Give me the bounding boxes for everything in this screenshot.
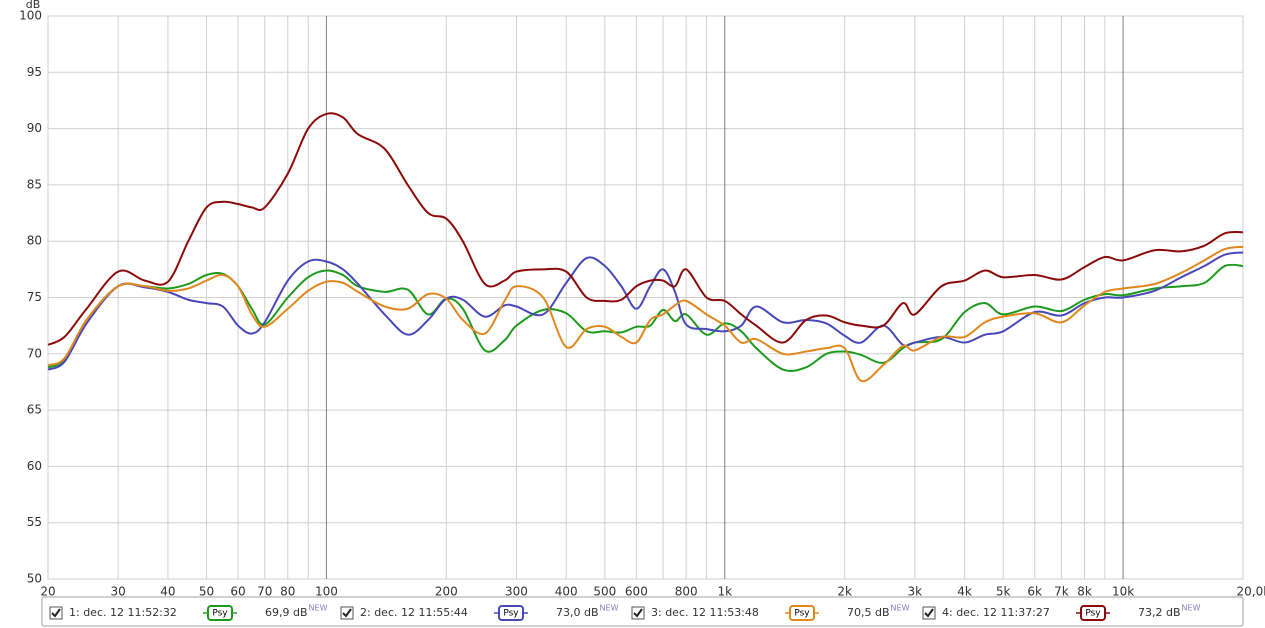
- legend-swatch: [789, 605, 815, 621]
- x-tick-label: 60: [230, 585, 245, 599]
- x-tick-label: 20: [40, 585, 55, 599]
- x-tick-label: 5k: [996, 585, 1011, 599]
- y-tick-label: 60: [27, 459, 42, 473]
- legend-swatch: [207, 605, 233, 621]
- legend-level: 70,5 dB: [847, 606, 890, 619]
- legend-note: NEW: [600, 604, 619, 613]
- legend-label: 1: dec. 12 11:52:32: [69, 606, 177, 619]
- legend-label: 4: dec. 12 11:37:27: [942, 606, 1050, 619]
- x-tick-label: 200: [435, 585, 458, 599]
- x-tick-label: 100: [315, 585, 338, 599]
- x-tick-label: 1k: [717, 585, 732, 599]
- legend-note: NEW: [309, 604, 328, 613]
- x-tick-label: 600: [625, 585, 648, 599]
- x-tick-label: 300: [505, 585, 528, 599]
- legend-item: 1: dec. 12 11:52:32 Psy 69,9 dB NEW: [49, 604, 328, 621]
- y-tick-label: 65: [27, 403, 42, 417]
- y-tick-label: 75: [27, 290, 42, 304]
- x-tick-label: 70: [257, 585, 272, 599]
- legend-label: 3: dec. 12 11:53:48: [651, 606, 759, 619]
- x-tick-label: 8k: [1077, 585, 1092, 599]
- x-tick-label: 6k: [1027, 585, 1042, 599]
- legend-level: 73,2 dB: [1138, 606, 1181, 619]
- legend-tag: Psy: [503, 609, 519, 619]
- check-mark: [924, 608, 934, 618]
- legend-level: 69,9 dB: [265, 606, 308, 619]
- x-tick-label: 40: [160, 585, 175, 599]
- legend-item: 2: dec. 12 11:55:44 Psy 73,0 dB NEW: [340, 604, 619, 621]
- series-line: [47, 251, 1244, 371]
- legend-swatch: [498, 605, 524, 621]
- x-tick-label: 20,0kHz: [1237, 585, 1265, 599]
- x-tick-label: 2k: [837, 585, 852, 599]
- x-tick-label: 800: [675, 585, 698, 599]
- x-tick-label: 7k: [1054, 585, 1069, 599]
- series-line: [47, 245, 1244, 383]
- legend-level: 73,0 dB: [556, 606, 599, 619]
- legend-item: 3: dec. 12 11:53:48 Psy 70,5 dB NEW: [631, 604, 910, 621]
- y-tick-label: 80: [27, 234, 42, 248]
- x-tick-label: 10k: [1112, 585, 1134, 599]
- legend-item: 4: dec. 12 11:37:27 Psy 73,2 dB NEW: [922, 604, 1201, 621]
- x-tick-label: 80: [280, 585, 295, 599]
- series-line: [47, 112, 1244, 346]
- y-tick-label: 70: [27, 346, 42, 360]
- x-tick-label: 3k: [908, 585, 923, 599]
- legend-swatch: [1080, 605, 1106, 621]
- legend-note: NEW: [1182, 604, 1201, 613]
- legend-note: NEW: [891, 604, 910, 613]
- check-mark: [51, 608, 61, 618]
- check-mark: [342, 608, 352, 618]
- y-tick-label: 50: [27, 572, 42, 586]
- legend-tag: Psy: [794, 609, 810, 619]
- x-tick-label: 50: [199, 585, 214, 599]
- check-mark: [633, 608, 643, 618]
- y-tick-label: 90: [27, 121, 42, 135]
- y-tick-label: 95: [27, 65, 42, 79]
- y-axis-label: dB: [26, 0, 41, 11]
- legend-tag: Psy: [1085, 609, 1101, 619]
- x-tick-label: 30: [111, 585, 126, 599]
- legend-label: 2: dec. 12 11:55:44: [360, 606, 468, 619]
- x-tick-label: 4k: [957, 585, 972, 599]
- x-tick-label: 500: [593, 585, 616, 599]
- y-tick-label: 100: [19, 9, 42, 23]
- y-tick-label: 85: [27, 177, 42, 191]
- series-line: [47, 263, 1244, 372]
- x-tick-label: 400: [555, 585, 578, 599]
- legend-tag: Psy: [212, 609, 228, 619]
- y-tick-label: 55: [27, 515, 42, 529]
